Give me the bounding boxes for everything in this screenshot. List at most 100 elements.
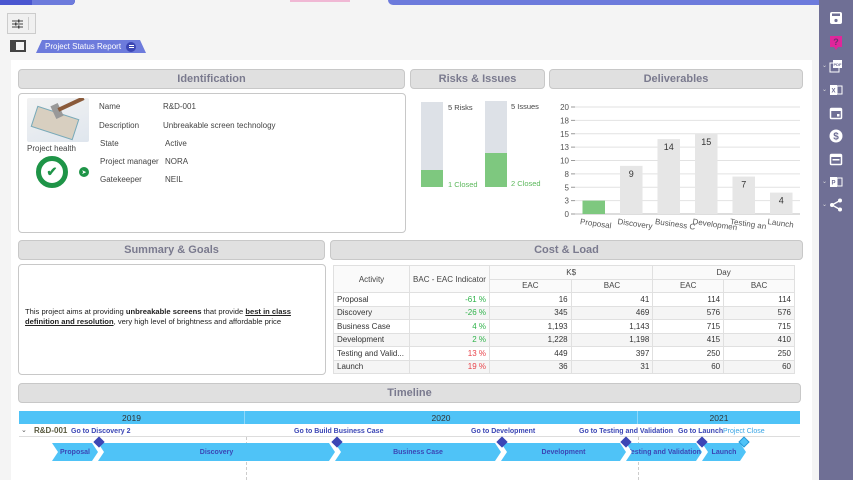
cell-day-eac: 250 [652,346,725,361]
summary-text: This project aims at providing unbreakab… [25,307,325,327]
risks-bar[interactable] [421,102,443,187]
table-row[interactable]: Launch 19 % 36 31 60 60 [333,359,795,374]
timeline-years: 2019 2020 2021 [19,411,800,424]
chevron-down-icon[interactable]: ⌄ [822,202,828,208]
col-indicator[interactable]: BAC - EAC Indicator [409,265,490,293]
right-toolbar: ? ⌄ PDF ⌄ X $ ⌄ P ⌄ [819,0,853,480]
field-value-state: Active [165,139,187,148]
phase-business-case[interactable]: Business Case [335,443,501,461]
calendar-icon[interactable] [819,103,853,123]
field-label: Project manager [100,157,159,166]
col-day-eac[interactable]: EAC [652,278,725,293]
chevron-down-icon[interactable]: ⌄ [822,179,828,185]
bar-discovery[interactable] [620,165,643,214]
table-row[interactable]: Discovery -26 % 345 469 576 576 [333,305,795,320]
bar-value-label: 7 [741,180,746,190]
cell-activity: Launch [333,359,410,374]
chevron-down-icon[interactable]: ⌄ [822,63,828,69]
bar-launch[interactable] [770,192,793,214]
report-tab[interactable]: Project Status Report [36,40,146,53]
phase-launch[interactable]: Launch [702,443,746,461]
save-icon[interactable] [819,8,853,28]
phase-testing[interactable]: Testing and Validation [626,443,702,461]
milestone-label[interactable]: Go to Testing and Validation [579,428,673,435]
help-icon[interactable]: ? [819,33,853,53]
section-deliverables: Deliverables [549,69,803,89]
phase-discovery[interactable]: Discovery [98,443,335,461]
menu-icon[interactable] [126,41,137,52]
section-risks: Risks & Issues [410,69,545,89]
cell-indicator: -26 % [409,305,490,320]
share-icon[interactable] [819,195,853,215]
table-row[interactable]: Development 2 % 1,228 1,198 415 410 [333,332,795,347]
trend-arrow-icon: ➤ [79,167,89,177]
chevron-down-icon[interactable]: ⌄ [21,427,27,434]
cell-k-eac: 16 [489,292,572,307]
bar-developmen[interactable] [695,133,718,214]
y-tick-label: 13 [560,143,569,152]
y-tick-label: 0 [565,210,570,219]
phase-proposal[interactable]: Proposal [52,443,98,461]
cell-day-eac: 415 [652,332,725,347]
timeline-project-row: ⌄ R&D-001 [19,426,800,437]
top-tab-secondary[interactable] [32,0,75,5]
cell-day-bac: 60 [723,359,795,374]
identification-panel: Project health ✔ ➤ Name R&D-001 Descript… [18,93,406,233]
risks-total-label: 5 Risks [448,103,473,112]
section-identification: Identification [18,69,405,89]
y-tick-label: 5 [565,183,570,192]
cell-activity: Proposal [333,292,410,307]
issues-closed-fill [485,152,507,187]
cost-load-table: Activity BAC - EAC Indicator K$ Day EAC … [333,265,795,374]
milestone-label[interactable]: Go to Launch [678,428,724,435]
section-summary: Summary & Goals [18,240,325,260]
table-row[interactable]: Testing and Valid... 13 % 449 397 250 250 [333,346,795,361]
pdf-export-icon[interactable]: PDF [819,56,853,76]
bar-testing-an[interactable] [732,176,756,214]
milestone-label[interactable]: Go to Development [471,428,536,435]
summary-emphasis: unbreakable screens [125,307,202,316]
field-label: Gatekeeper [100,175,142,184]
milestone-label[interactable]: Go to Build Business Case [294,428,384,435]
milestone-label[interactable]: Project Close [723,428,765,435]
cell-k-bac: 41 [570,292,654,307]
dollar-icon[interactable]: $ [819,126,853,146]
cell-indicator: 13 % [409,346,490,361]
svg-text:X: X [831,89,835,95]
issues-bar[interactable] [485,101,507,187]
field-value-gatekeeper: NEIL [165,175,183,184]
col-k-bac[interactable]: BAC [570,278,654,293]
timeline-project-name[interactable]: R&D-001 [34,426,68,435]
svg-text:$: $ [833,132,839,143]
col-activity[interactable]: Activity [333,265,410,293]
y-tick-label: 18 [560,116,569,125]
year-label: 2020 [245,411,638,424]
cell-k-eac: 36 [489,359,572,374]
col-k-eac[interactable]: EAC [489,278,572,293]
milestone-label[interactable]: Go to Discovery 2 [71,428,131,435]
col-day-bac[interactable]: BAC [723,278,795,293]
cell-day-bac: 114 [723,292,795,307]
excel-export-icon[interactable]: X [819,80,853,100]
x-tick-label: Proposal [579,217,612,230]
chevron-down-icon[interactable]: ⌄ [822,87,828,93]
bar-proposal[interactable] [582,200,606,214]
bar-business-c[interactable] [657,139,681,214]
summary-text-part: that provide [201,307,246,316]
phase-development[interactable]: Development [501,443,626,461]
section-cost: Cost & Load [330,240,803,260]
table-row[interactable]: Proposal -61 % 16 41 114 114 [333,292,795,307]
bar-value-label: 9 [629,169,634,179]
table-row[interactable]: Business Case 4 % 1,193 1,143 715 715 [333,319,795,334]
cell-k-bac: 1,198 [570,332,654,347]
cell-day-bac: 715 [723,319,795,334]
schedule-icon[interactable] [819,149,853,169]
project-health-label: Project health [27,144,76,153]
y-tick-label: 20 [560,103,569,112]
cell-indicator: 4 % [409,319,490,334]
filter-settings-button[interactable] [7,13,36,34]
col-group-day: Day [652,265,795,280]
panel-toggle-icon[interactable] [10,40,26,52]
powerpoint-export-icon[interactable]: P [819,172,853,192]
cell-k-bac: 397 [570,346,654,361]
